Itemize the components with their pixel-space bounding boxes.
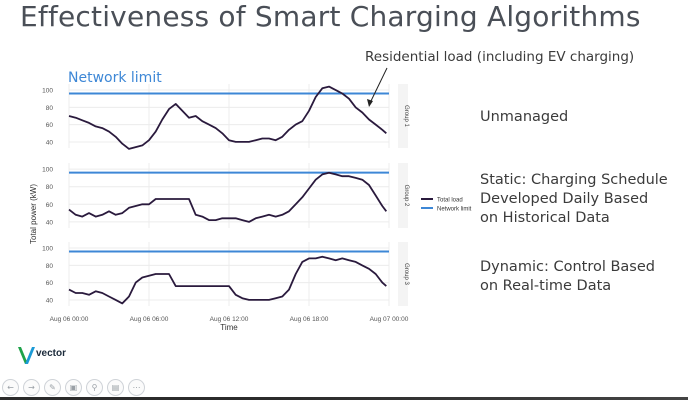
- x-tick-label: Aug 06 18:00: [290, 316, 329, 323]
- y-tick-label: 80: [46, 184, 54, 191]
- description-line: on Historical Data: [480, 210, 610, 226]
- y-tick-label: 80: [46, 105, 54, 112]
- facet-strip-label: Group 3: [403, 263, 409, 285]
- y-tick-label: 60: [46, 122, 54, 129]
- description-unmanaged: Unmanaged: [480, 108, 568, 127]
- chart-legend: Total load Network limit: [421, 198, 472, 213]
- y-tick-label: 100: [42, 167, 53, 174]
- description-dynamic: Dynamic: Control Based on Real-time Data: [480, 258, 655, 296]
- subtitles-icon[interactable]: ▤: [107, 378, 124, 396]
- slide-title: Effectiveness of Smart Charging Algorith…: [20, 0, 641, 33]
- y-tick-label: 100: [42, 88, 53, 95]
- legend-label: Network limit: [437, 207, 472, 213]
- description-line: on Real-time Data: [480, 278, 612, 294]
- more-icon[interactable]: ⋯: [128, 378, 145, 396]
- panel-3: 40 60 80 100 Group 3: [42, 242, 409, 306]
- facet-strip-label: Group 2: [403, 185, 409, 207]
- residential-load-callout: Residential load (including EV charging): [365, 49, 635, 65]
- description-line: Developed Daily Based: [480, 191, 649, 207]
- x-tick-label: Aug 06 06:00: [130, 316, 169, 323]
- legend-label: Total load: [437, 198, 463, 204]
- total-load-line: [68, 255, 387, 305]
- total-load-line: [68, 171, 388, 223]
- next-icon[interactable]: →: [23, 378, 40, 396]
- facet-strip: [398, 84, 408, 148]
- total-load-line: [68, 85, 387, 150]
- facet-strip: [398, 242, 408, 306]
- pen-icon[interactable]: ✎: [44, 378, 61, 396]
- y-tick-label: 40: [46, 297, 54, 304]
- facet-strip-label: Group 1: [403, 105, 409, 127]
- x-axis-label: Time: [220, 323, 238, 332]
- slides-icon[interactable]: ▣: [65, 378, 82, 396]
- facet-strip: [398, 163, 408, 228]
- callout-arrow: [367, 67, 388, 107]
- logo-text: vector: [36, 348, 67, 359]
- description-line: Unmanaged: [480, 109, 569, 125]
- description-static: Static: Charging Schedule Developed Dail…: [480, 171, 668, 228]
- y-tick-label: 80: [46, 263, 54, 270]
- panel-2: 40 60 80 100 Group 2: [42, 163, 409, 228]
- x-tick-label: Aug 07 00:00: [370, 316, 409, 323]
- x-tick-label: Aug 06 00:00: [50, 316, 89, 323]
- y-tick-label: 100: [42, 246, 53, 253]
- description-line: Static: Charging Schedule: [480, 172, 668, 188]
- presentation-toolbar: ← → ✎ ▣ ⚲ ▤ ⋯: [0, 374, 688, 400]
- y-tick-label: 40: [46, 139, 54, 146]
- description-line: Dynamic: Control Based: [480, 259, 655, 275]
- network-limit-label: Network limit: [68, 70, 162, 86]
- zoom-icon[interactable]: ⚲: [86, 378, 103, 396]
- y-tick-label: 40: [46, 219, 54, 226]
- x-tick-label: Aug 06 12:00: [210, 316, 249, 323]
- y-tick-label: 60: [46, 280, 54, 287]
- vector-logo-icon: [18, 347, 35, 364]
- y-axis-label: Total power (kW): [29, 184, 38, 244]
- bottom-bar: [0, 397, 688, 400]
- prev-icon[interactable]: ←: [2, 378, 19, 396]
- y-tick-label: 60: [46, 202, 54, 209]
- panel-1: 40 60 80 100 Group 1: [42, 84, 409, 150]
